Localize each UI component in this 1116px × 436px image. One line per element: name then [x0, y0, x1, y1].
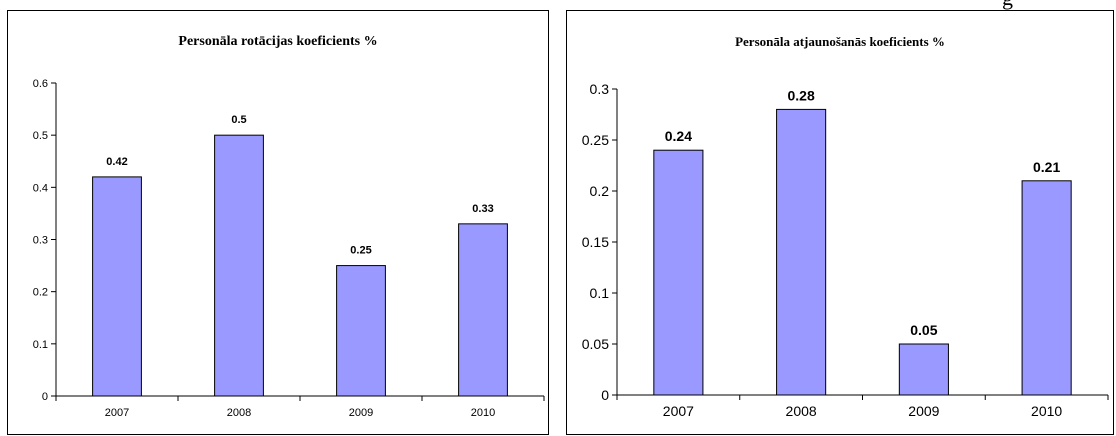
y-tick-label: 0.2	[33, 287, 48, 299]
bar-2010	[458, 223, 508, 397]
y-tick-label: 0.2	[590, 183, 610, 199]
x-tick-label: 2010	[1031, 403, 1062, 419]
y-tick-label: 0	[601, 387, 609, 403]
bar-2010	[1021, 180, 1072, 396]
data-label: 0.42	[106, 156, 127, 168]
data-label: 0.24	[665, 128, 692, 144]
y-tick-label: 0.5	[33, 130, 48, 142]
y-tick-label: 0.1	[33, 339, 48, 351]
x-tick-label: 2009	[349, 407, 373, 419]
data-label: 0.5	[231, 114, 246, 126]
bar-2009	[898, 343, 949, 396]
x-tick-label: 2010	[471, 407, 495, 419]
bar-2007	[653, 149, 704, 396]
y-tick-label: 0.05	[582, 336, 609, 352]
chart-title: Personāla atjaunošanās koeficients %	[735, 34, 945, 49]
data-label: 0.33	[472, 203, 493, 215]
x-tick-label: 2008	[227, 407, 251, 419]
chart-rotation-coefficient: Personāla rotācijas koeficients % 0 0.1 0.…	[7, 10, 549, 435]
x-tick-label: 2009	[908, 403, 939, 419]
bar-2009	[336, 265, 386, 397]
data-label: 0.28	[788, 87, 815, 103]
x-tick-label: 2008	[786, 403, 817, 419]
y-tick-label: 0.15	[582, 234, 609, 250]
y-tick-label: 0.3	[33, 234, 48, 246]
bar-2008	[214, 134, 264, 397]
y-tick-label: 0.6	[33, 78, 48, 90]
bar-2008	[776, 108, 827, 396]
y-tick-label: 0.25	[582, 132, 609, 148]
chart-renewal-coefficient: Personāla atjaunošanās koeficients % 0 0.…	[566, 10, 1114, 435]
y-tick-label: 0.3	[590, 81, 610, 97]
chart-plot-area: 0 0.05 0.1 0.15 0.2 0.25 0.3 0.24 2007 0.28 2008 0.…	[582, 81, 1109, 419]
x-tick-label: 2007	[663, 403, 694, 419]
y-tick-label: 0	[42, 391, 48, 403]
y-tick-label: 0.1	[590, 285, 610, 301]
data-label: 0.05	[910, 322, 937, 338]
x-tick-label: 2007	[105, 407, 129, 419]
data-label: 0.21	[1033, 159, 1060, 175]
data-label: 0.25	[350, 245, 371, 257]
chart-plot-area: 0 0.1 0.2 0.3 0.4 0.5 0.6 0.42 2007 0.5 2008 0.25 20…	[33, 78, 545, 419]
bar-2007	[92, 176, 142, 397]
chart-title: Personāla rotācijas koeficients %	[178, 34, 378, 49]
y-tick-label: 0.4	[33, 182, 48, 194]
header-fragment: g	[1002, 0, 1013, 11]
